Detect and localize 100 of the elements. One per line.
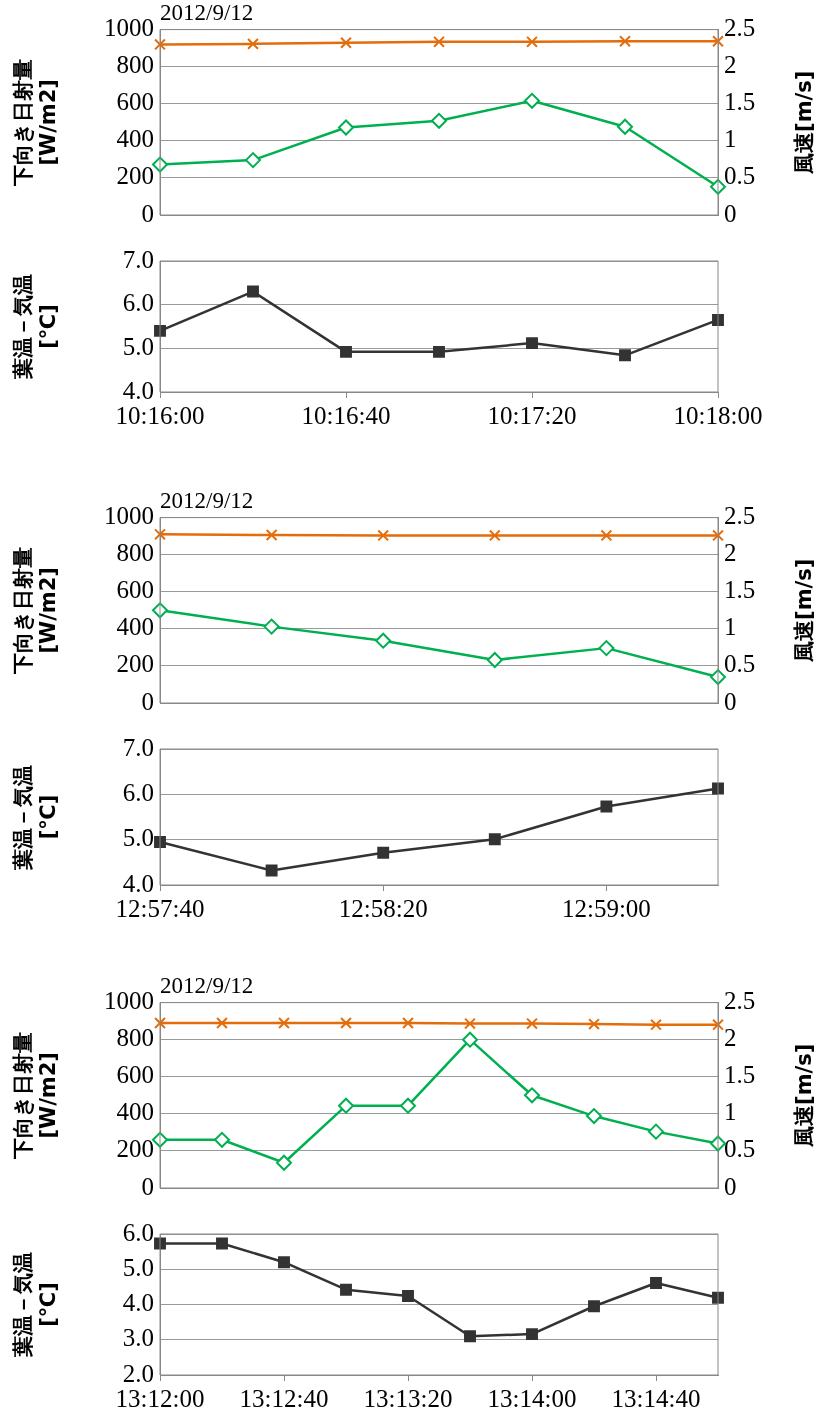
y2-tick-label: 1.5 (724, 1061, 756, 1089)
y-tick-label: 600 (116, 1061, 154, 1089)
y-tick-label: 800 (116, 51, 154, 79)
x-tick-label: 10:16:40 (301, 401, 391, 429)
y-tick-label: 5.0 (122, 332, 154, 360)
point (375, 632, 392, 649)
y2-tick-label: 0.5 (724, 162, 756, 190)
y2-tick-label: 1.5 (724, 576, 756, 604)
y-tick-label: 0 (141, 199, 154, 227)
y-tick-label: 7.0 (122, 733, 154, 761)
point (377, 846, 390, 859)
x-tick-label: 13:12:00 (115, 1384, 205, 1412)
point (526, 337, 538, 350)
point (340, 1283, 352, 1296)
y-tick-label: 200 (116, 1135, 154, 1163)
y2-tick-label: 0 (724, 1172, 737, 1200)
y-axis-title: 葉温－気温 [℃] (11, 764, 61, 871)
point (400, 1097, 416, 1114)
y-tick-label: 400 (116, 1098, 154, 1126)
point (338, 119, 354, 136)
x-tick-label: 12:58:20 (338, 894, 428, 922)
y-tick-label: 5.0 (122, 1253, 154, 1281)
y-tick-label: 5.0 (122, 824, 154, 852)
point (600, 800, 613, 813)
y-tick-label: 200 (116, 162, 154, 190)
chart-title: 2012/9/12 (160, 487, 254, 513)
y-tick-label: 4.0 (122, 376, 154, 404)
point (524, 92, 540, 109)
point (338, 1097, 354, 1114)
y2-axis-title: 風速[m/s] (792, 1043, 817, 1148)
chart-title: 2012/9/12 (160, 972, 254, 998)
point (402, 1290, 414, 1302)
y2-tick-label: 1 (724, 613, 737, 641)
y-tick-label: 0 (141, 687, 154, 715)
point (488, 833, 501, 846)
y2-axis-title: 風速[m/s] (792, 70, 817, 175)
y-tick-label: 4.0 (122, 1289, 154, 1317)
x-tick-label: 10:17:20 (487, 401, 577, 429)
point (650, 1277, 662, 1289)
point (486, 651, 503, 668)
point (216, 1237, 228, 1250)
y-tick-label: 1000 (104, 987, 154, 1015)
x-tick-label: 13:13:20 (363, 1384, 453, 1412)
y-tick-label: 7.0 (122, 245, 154, 273)
y-axis-title: 下向き日射量 [W/m2] (11, 546, 61, 675)
y-tick-label: 3.0 (122, 1324, 154, 1352)
y-tick-label: 1000 (104, 14, 154, 42)
y-tick-label: 4.0 (122, 869, 154, 897)
point (214, 1131, 230, 1148)
y2-tick-label: 2 (724, 51, 737, 79)
y-tick-label: 6.0 (122, 289, 154, 317)
y-tick-label: 400 (116, 125, 154, 153)
point (340, 345, 352, 358)
y-tick-label: 6.0 (122, 778, 154, 806)
point (588, 1300, 600, 1313)
y2-tick-label: 0 (724, 199, 737, 227)
y-tick-label: 800 (116, 1024, 154, 1052)
x-tick-label: 13:14:00 (487, 1384, 577, 1412)
y2-tick-label: 0.5 (724, 1135, 756, 1163)
point (524, 1087, 540, 1104)
y-tick-label: 2.0 (122, 1359, 154, 1387)
point (263, 618, 280, 635)
y2-tick-label: 0.5 (724, 650, 756, 678)
y2-tick-label: 1 (724, 125, 737, 153)
x-tick-label: 10:16:00 (115, 401, 205, 429)
x-tick-label: 10:18:00 (673, 401, 763, 429)
point (247, 285, 259, 298)
point (598, 640, 615, 657)
y2-tick-label: 2 (724, 539, 737, 567)
y-tick-label: 400 (116, 613, 154, 641)
y2-axis-title: 風速[m/s] (792, 558, 817, 663)
y-tick-label: 600 (116, 88, 154, 116)
point (245, 152, 261, 169)
y2-tick-label: 2 (724, 1024, 737, 1052)
point (431, 112, 447, 129)
y-tick-label: 800 (116, 539, 154, 567)
y-tick-label: 600 (116, 576, 154, 604)
point (278, 1256, 290, 1269)
x-tick-label: 12:57:40 (115, 894, 205, 922)
point (617, 118, 633, 135)
y-axis-title: 下向き日射量 [W/m2] (11, 58, 61, 187)
x-tick-label: 13:12:40 (239, 1384, 329, 1412)
point (464, 1330, 476, 1343)
y-axis-title: 葉温－気温 [℃] (11, 1252, 61, 1358)
x-tick-label: 13:14:40 (611, 1384, 701, 1412)
point (433, 345, 445, 358)
y-axis-title: 葉温－気温 [℃] (11, 274, 61, 380)
y-tick-label: 1000 (104, 502, 154, 530)
y2-tick-label: 1 (724, 1098, 737, 1126)
point (462, 1031, 478, 1048)
point (586, 1108, 602, 1125)
y2-tick-label: 2.5 (724, 502, 756, 530)
x-tick-label: 12:59:00 (561, 894, 651, 922)
point (265, 864, 278, 877)
point (526, 1328, 538, 1341)
point (648, 1123, 664, 1140)
y2-tick-label: 2.5 (724, 987, 756, 1015)
point (619, 349, 631, 362)
y2-tick-label: 2.5 (724, 14, 756, 42)
y2-tick-label: 1.5 (724, 88, 756, 116)
